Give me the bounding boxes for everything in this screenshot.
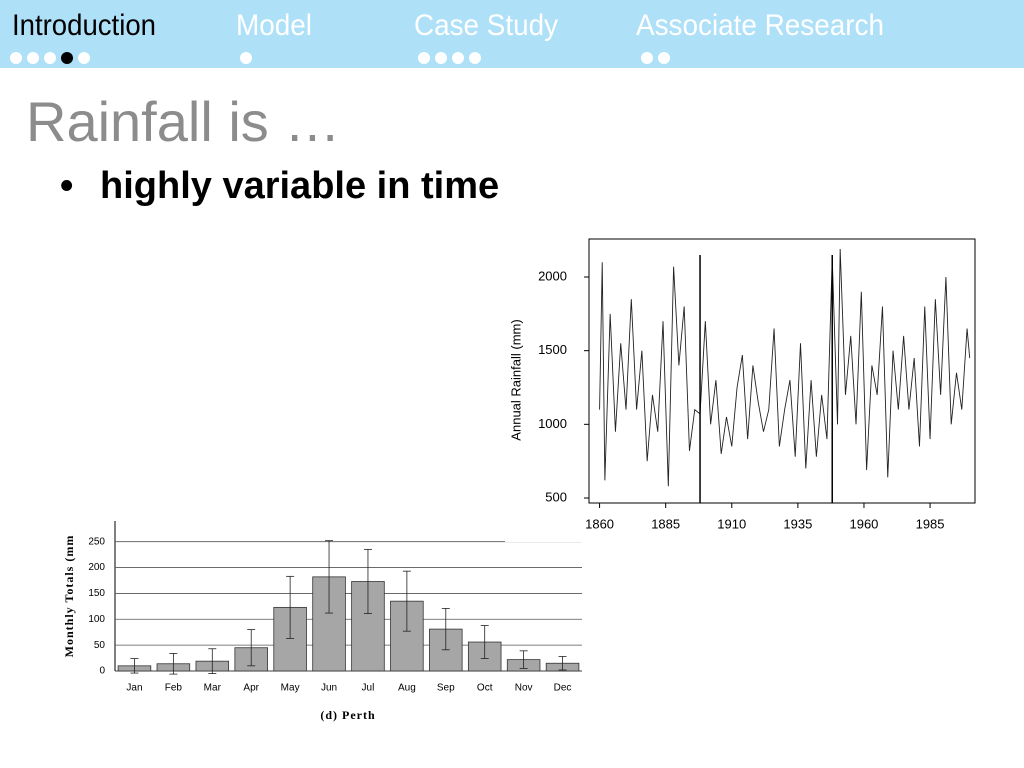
error-bar	[402, 570, 411, 632]
x-tick-label: Aug	[398, 683, 416, 694]
y-tick-label: 150	[88, 588, 105, 599]
x-tick-label: May	[281, 683, 300, 694]
chart-backdrop	[505, 232, 985, 542]
nav-item[interactable]: Model	[236, 9, 312, 42]
error-bar	[441, 608, 450, 651]
x-tick-label: 1910	[717, 516, 746, 531]
y-axis-label: Monthly Totals (mm	[62, 535, 76, 658]
y-tick-label: 1500	[538, 342, 567, 357]
error-bar	[519, 650, 528, 669]
slide-title: Rainfall is …	[26, 90, 340, 153]
rainfall-line	[599, 249, 971, 487]
x-tick-label: 1960	[849, 516, 878, 531]
nav-item[interactable]: Introduction	[12, 9, 156, 42]
error-bar	[169, 653, 178, 675]
x-tick-label: Nov	[515, 683, 533, 694]
x-tick-label: Feb	[165, 683, 183, 694]
y-tick-label: 200	[88, 562, 105, 573]
x-tick-label: 1935	[783, 516, 812, 531]
x-tick-label: Mar	[204, 683, 222, 694]
x-tick-label: Apr	[243, 683, 259, 694]
x-axis-label: (d) Perth	[320, 708, 375, 722]
y-tick-label: 250	[88, 536, 105, 547]
x-tick-label: Jan	[126, 683, 142, 694]
nav-item[interactable]: Case Study	[414, 9, 558, 42]
x-tick-label: Oct	[477, 683, 493, 694]
y-tick-label: 0	[99, 666, 105, 677]
y-tick-label: 1000	[538, 416, 567, 431]
plot-frame	[588, 238, 976, 504]
x-tick-label: 1985	[916, 516, 945, 531]
x-tick-label: Dec	[554, 683, 572, 694]
y-tick-label: 50	[94, 640, 106, 651]
nav-dots	[10, 52, 670, 64]
x-tick-label: 1860	[585, 516, 614, 531]
x-tick-label: Sep	[437, 683, 455, 694]
nav-bar	[0, 0, 1024, 68]
y-tick-label: 2000	[538, 268, 567, 283]
nav-item[interactable]: Associate Research	[636, 9, 884, 42]
x-tick-label: Jun	[321, 683, 337, 694]
y-axis-label: Annual Rainfall (mm)	[508, 319, 523, 440]
bullet-dot: •	[60, 165, 73, 207]
error-bar	[325, 540, 334, 614]
error-bar	[363, 549, 372, 614]
error-bar	[130, 658, 139, 674]
error-bar	[208, 648, 217, 674]
error-bar	[247, 629, 256, 667]
error-bar	[558, 656, 567, 671]
bullet-text: highly variable in time	[100, 165, 499, 207]
y-tick-label: 100	[88, 614, 105, 625]
x-tick-label: Jul	[362, 683, 375, 694]
x-tick-label: 1885	[651, 516, 680, 531]
error-bar	[286, 575, 295, 639]
error-bar	[480, 625, 489, 659]
y-tick-label: 500	[545, 489, 567, 504]
